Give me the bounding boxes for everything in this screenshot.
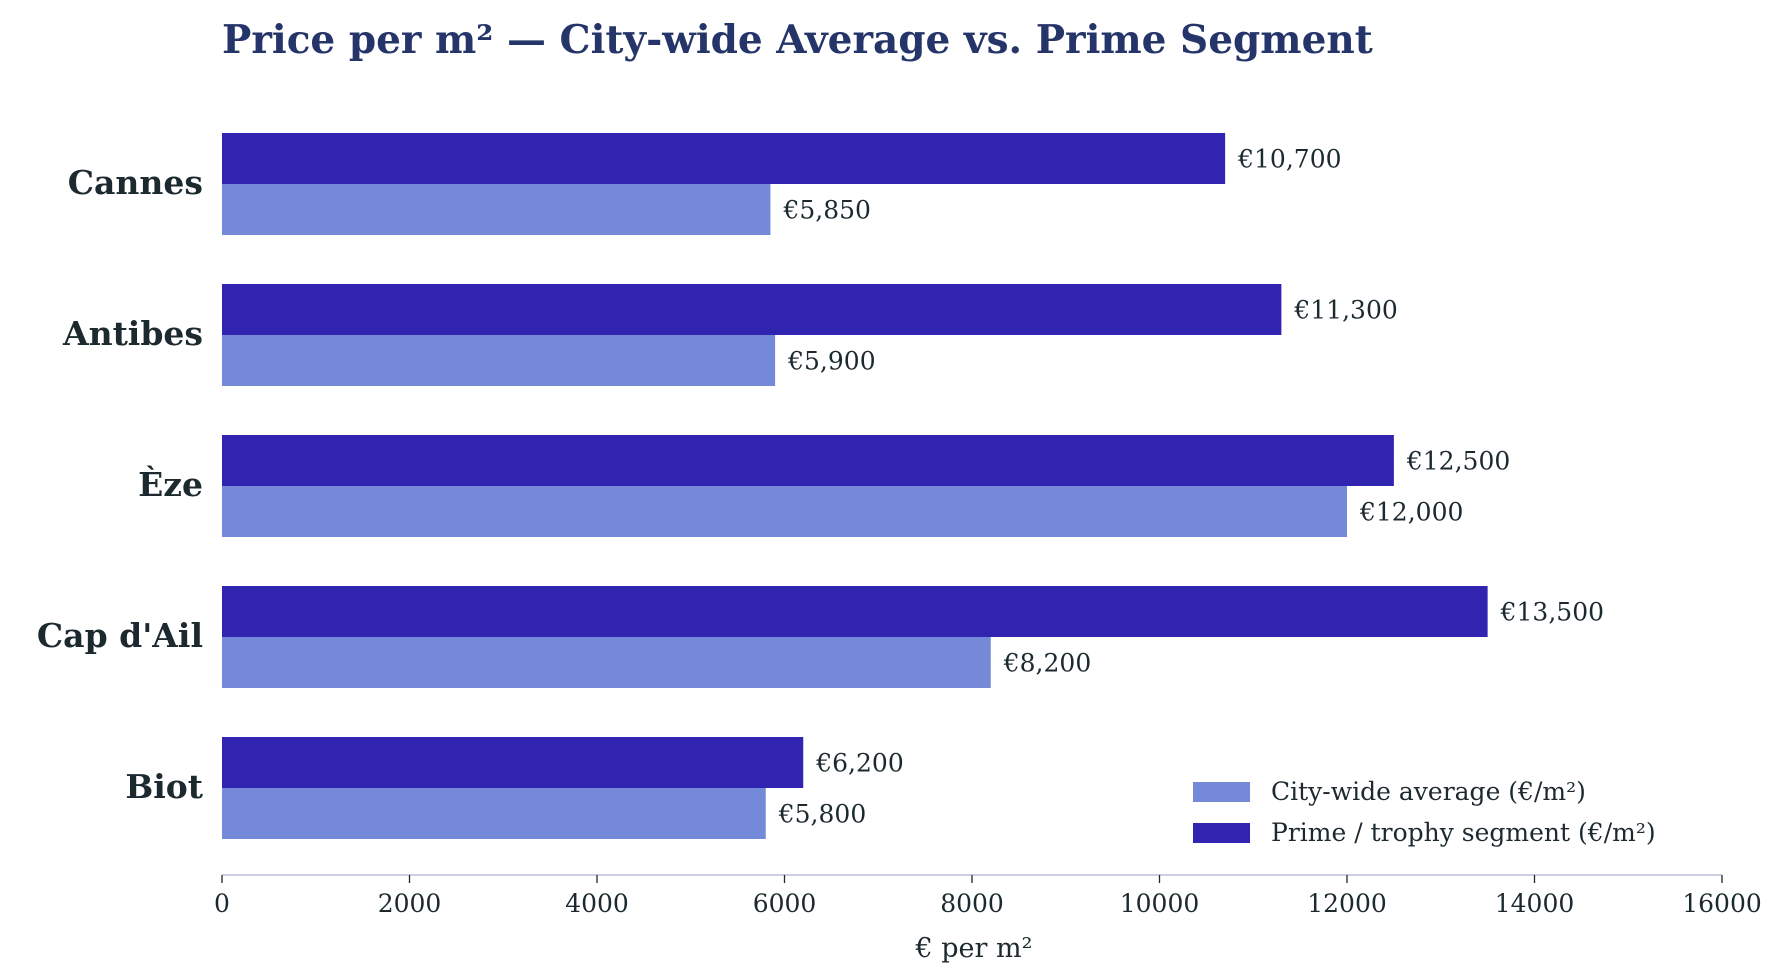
x-tick-label: 16000: [1682, 889, 1762, 918]
bar-city-average: [222, 184, 771, 235]
x-axis-label: € per m²: [915, 933, 1033, 964]
legend-label: Prime / trophy segment (€/m²): [1271, 818, 1656, 847]
data-label: €5,800: [778, 800, 866, 829]
bar-prime-segment: [222, 435, 1394, 486]
y-tick-label: Antibes: [62, 314, 203, 353]
y-tick-label: Cap d'Ail: [37, 616, 203, 655]
bar-labels-group: €10,700 €5,850 €11,300 €5,900 €12,500 €12,000…: [778, 145, 1604, 829]
bar-prime-segment: [222, 586, 1488, 637]
legend: City-wide average (€/m²) Prime / trophy s…: [1193, 777, 1656, 847]
x-tick-label: 12000: [1307, 889, 1387, 918]
chart-title: Price per m² — City-wide Average vs. Pri…: [222, 17, 1373, 63]
y-tick-label: Èze: [138, 464, 203, 504]
x-tick-label: 10000: [1120, 889, 1200, 918]
legend-swatch: [1193, 823, 1250, 843]
data-label: €12,500: [1406, 447, 1510, 476]
x-tick-label: 4000: [565, 889, 629, 918]
bar-prime-segment: [222, 133, 1226, 184]
data-label: €6,200: [815, 749, 903, 778]
x-tick-label: 8000: [940, 889, 1004, 918]
x-tick-label: 2000: [378, 889, 442, 918]
bar-city-average: [222, 335, 776, 386]
y-tick-label: Cannes: [68, 163, 203, 202]
data-label: €13,500: [1500, 598, 1604, 627]
x-tick-label: 0: [214, 889, 230, 918]
data-label: €12,000: [1359, 498, 1463, 527]
data-label: €5,850: [782, 196, 870, 225]
bars-group: [222, 133, 1488, 839]
bar-prime-segment: [222, 737, 804, 788]
y-axis-labels: Cannes Antibes Èze Cap d'Ail Biot: [37, 163, 204, 806]
data-label: €5,900: [787, 347, 875, 376]
x-tick-label: 14000: [1495, 889, 1575, 918]
legend-label: City-wide average (€/m²): [1271, 777, 1586, 806]
bar-city-average: [222, 486, 1347, 537]
y-tick-label: Biot: [125, 767, 203, 806]
data-label: €11,300: [1293, 296, 1397, 325]
data-label: €8,200: [1003, 649, 1091, 678]
bar-city-average: [222, 637, 991, 688]
data-label: €10,700: [1237, 145, 1341, 174]
bar-city-average: [222, 788, 766, 839]
x-tick-label: 6000: [753, 889, 817, 918]
x-axis-ticks: 0 2000 4000 6000 8000 10000 12000 14000 16000: [214, 875, 1762, 918]
bar-prime-segment: [222, 284, 1282, 335]
legend-swatch: [1193, 782, 1250, 802]
